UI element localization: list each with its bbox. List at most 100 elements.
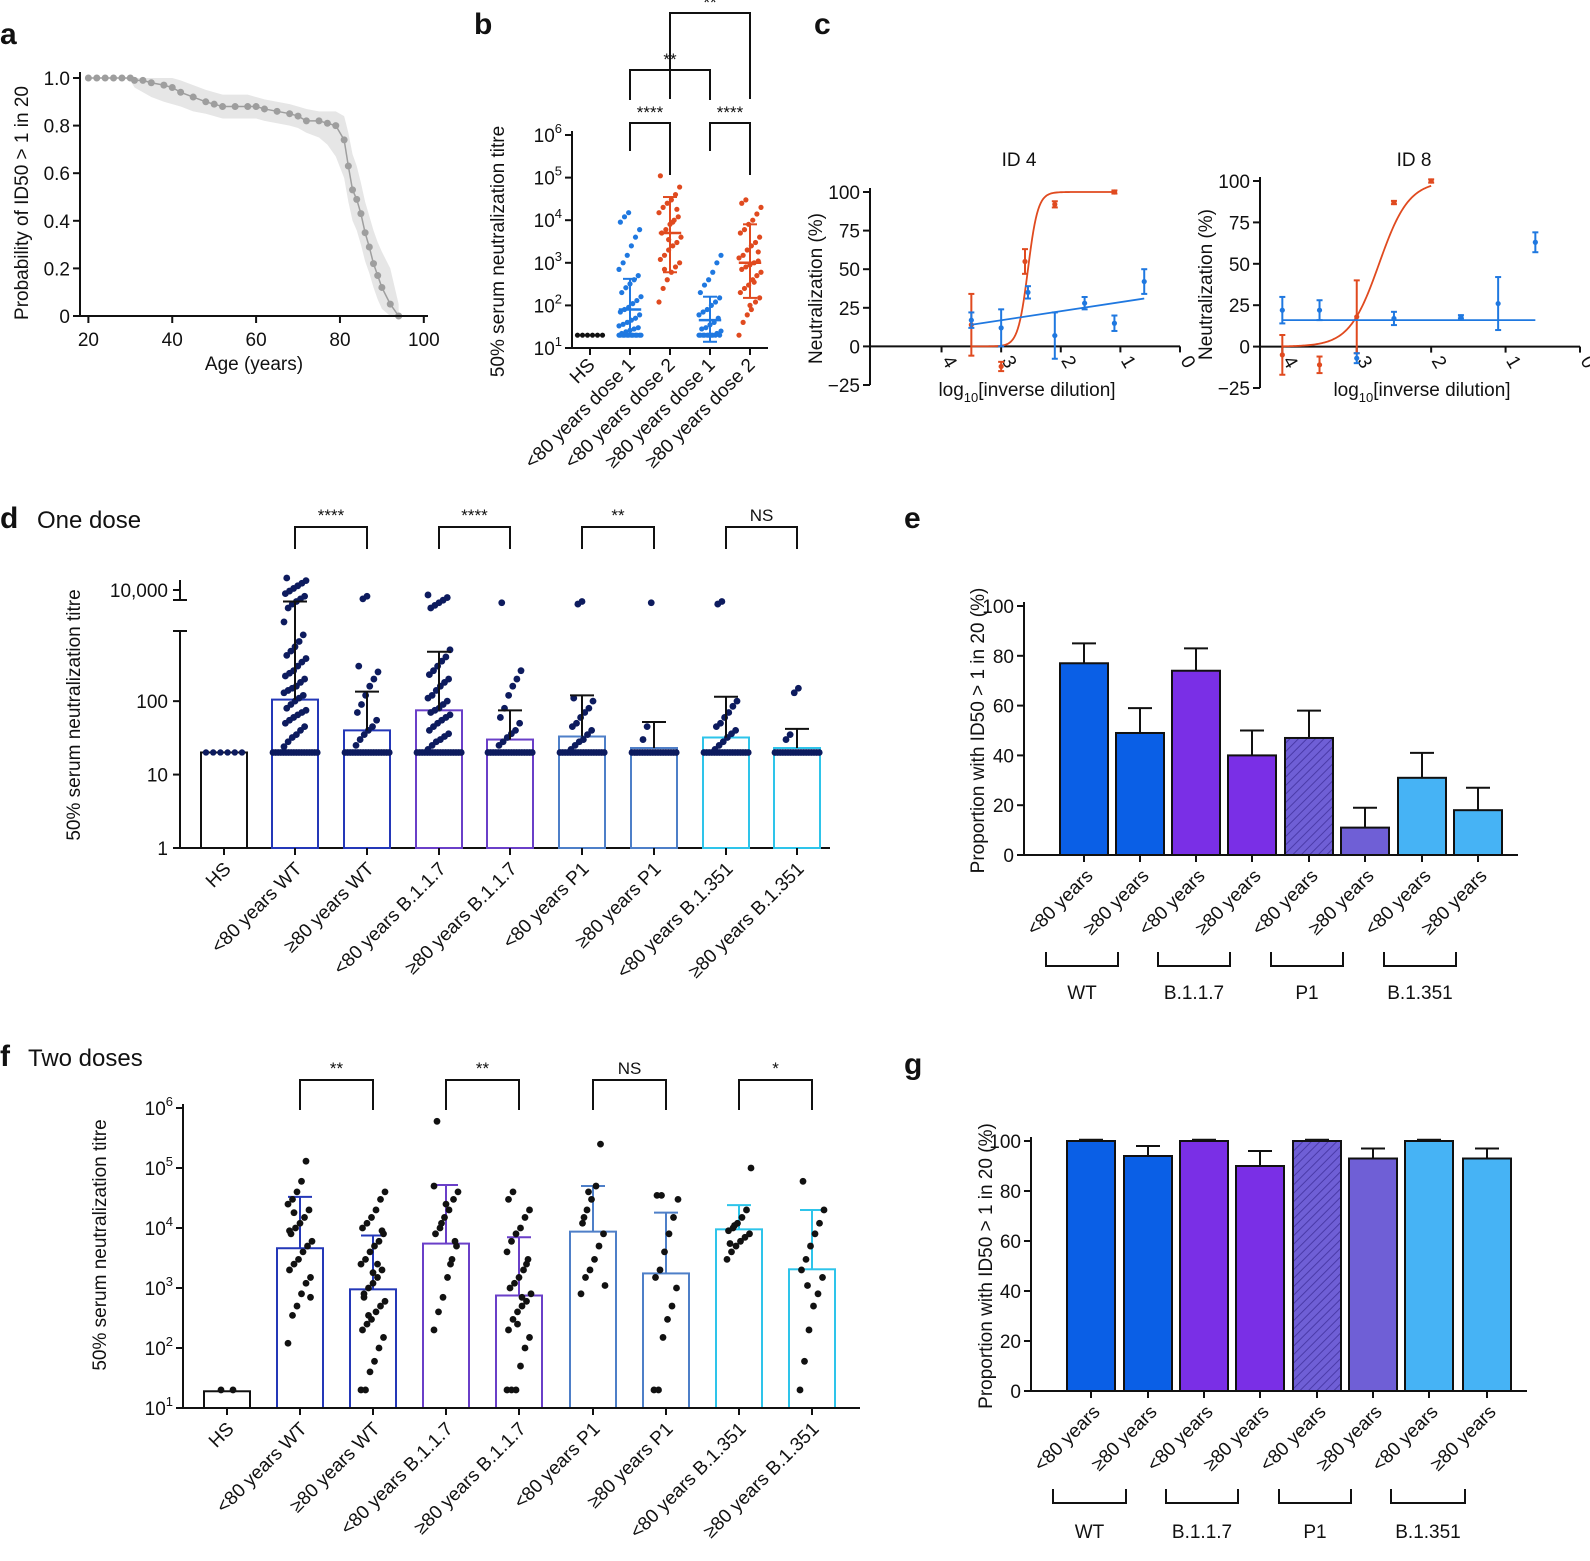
confidence-band <box>88 78 399 316</box>
data-point <box>509 1188 517 1196</box>
data-point <box>439 1293 447 1301</box>
data-point <box>616 266 622 272</box>
data-point <box>512 1230 520 1238</box>
data-point-red <box>1354 314 1360 320</box>
data-point-red <box>1022 258 1028 265</box>
data-point <box>737 289 743 296</box>
data-point <box>754 273 760 279</box>
data-point <box>674 239 680 246</box>
data-point <box>506 1284 514 1292</box>
group-label: B.1.351 <box>1387 983 1453 1004</box>
y-tick-label: 100 <box>136 692 168 713</box>
data-point <box>601 1282 609 1289</box>
data-point <box>577 1290 585 1298</box>
data-point <box>252 103 260 111</box>
data-point <box>755 249 761 255</box>
significance-label: **** <box>717 103 744 122</box>
data-point <box>585 704 593 712</box>
data-point <box>582 1274 589 1281</box>
data-point <box>432 687 440 694</box>
data-point <box>790 689 798 697</box>
y-tick-label: 75 <box>839 222 860 243</box>
data-point <box>160 81 168 89</box>
significance-bracket <box>738 1079 813 1110</box>
data-point <box>299 691 307 699</box>
data-point <box>632 315 639 321</box>
data-point <box>299 631 307 639</box>
data-point <box>369 723 376 731</box>
data-point <box>699 326 705 332</box>
data-point-blue <box>1082 300 1088 306</box>
data-point-blue <box>1354 355 1360 361</box>
data-point <box>659 1334 667 1341</box>
data-point <box>672 264 679 270</box>
data-point <box>723 1255 731 1263</box>
data-point <box>656 1266 664 1274</box>
significance-bracket <box>669 12 751 99</box>
data-point <box>661 252 668 258</box>
data-point <box>703 325 709 331</box>
data-point <box>447 1260 454 1268</box>
data-point <box>517 1362 524 1370</box>
data-point <box>360 731 368 739</box>
y-axis-title: Neutralization (%) <box>806 213 827 364</box>
data-point-blue <box>1052 332 1058 339</box>
y-tick-label: 20 <box>1000 1332 1021 1353</box>
data-point <box>583 1206 591 1214</box>
y-tick-label: 0.4 <box>44 212 71 233</box>
data-point <box>177 88 185 96</box>
data-point <box>810 1302 817 1310</box>
bar <box>1115 731 1165 856</box>
group-bracket <box>1052 1489 1127 1504</box>
data-point <box>369 260 377 268</box>
significance-bracket <box>299 1079 374 1110</box>
data-point <box>118 74 126 82</box>
data-point <box>740 319 746 325</box>
data-point <box>643 723 651 731</box>
x-tick-label: 0 <box>1576 353 1590 373</box>
data-point <box>718 328 724 334</box>
data-point <box>594 332 601 338</box>
data-point <box>517 1224 524 1232</box>
data-point <box>301 1214 308 1221</box>
bar <box>1059 662 1109 857</box>
data-point <box>626 210 632 216</box>
data-point <box>446 711 454 719</box>
data-point <box>295 638 303 645</box>
data-point <box>589 332 596 338</box>
data-point <box>619 289 625 296</box>
data-point <box>286 1227 293 1235</box>
data-point <box>747 302 753 308</box>
data-point <box>381 1297 389 1305</box>
data-point <box>202 98 210 106</box>
data-point <box>381 1188 389 1196</box>
bar <box>415 709 463 850</box>
data-point <box>280 618 288 626</box>
bar <box>773 747 821 849</box>
data-point <box>579 736 587 743</box>
panel-letter-d: d <box>0 502 18 535</box>
data-point <box>349 186 357 194</box>
data-point <box>371 1242 378 1250</box>
data-point <box>632 234 639 240</box>
data-point <box>660 204 666 210</box>
data-point <box>743 264 749 270</box>
data-point <box>168 84 176 92</box>
data-point <box>359 1326 366 1334</box>
data-point <box>284 738 292 746</box>
bar <box>1462 1157 1512 1392</box>
x-tick-label: 40 <box>162 330 183 351</box>
data-point <box>499 738 507 746</box>
data-point <box>238 749 246 756</box>
y-tick-label: 106 <box>145 1094 173 1120</box>
data-point <box>378 1266 386 1274</box>
data-point <box>375 1237 383 1245</box>
data-point <box>751 279 757 285</box>
data-point <box>526 1206 533 1214</box>
data-point <box>746 1230 753 1238</box>
data-point <box>638 294 644 300</box>
data-point <box>368 1214 375 1221</box>
panel-letter-c: c <box>814 8 831 41</box>
data-point <box>672 749 680 756</box>
